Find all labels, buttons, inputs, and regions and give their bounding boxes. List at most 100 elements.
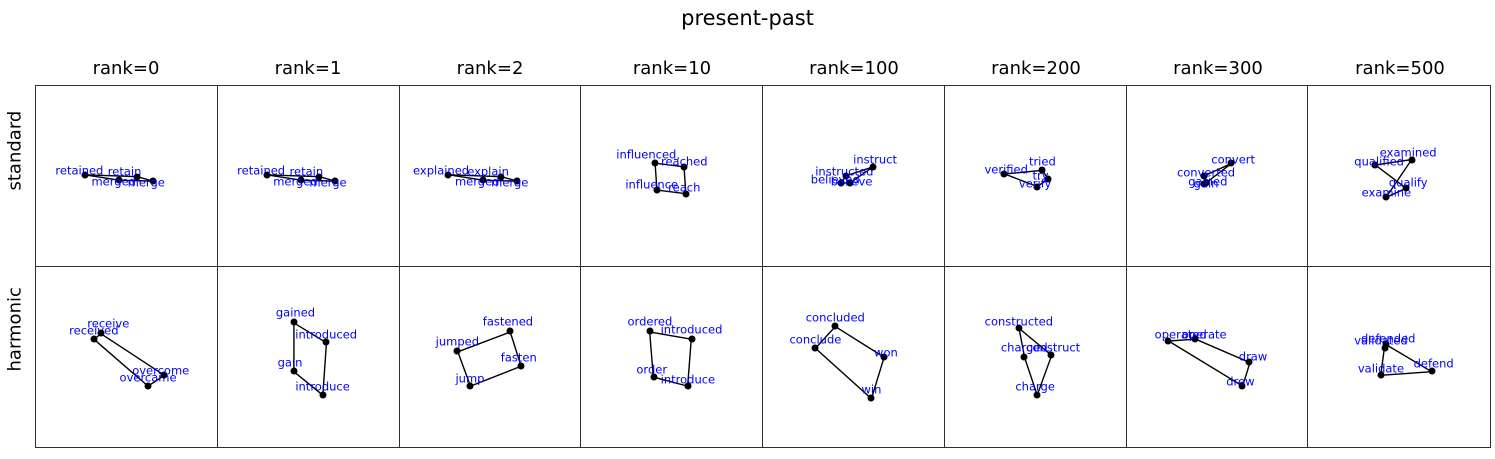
edge-lines xyxy=(581,86,762,266)
point-label-fasten: fasten xyxy=(500,349,537,364)
point-label-try: try xyxy=(1032,168,1049,182)
point-label-constructed: constructed xyxy=(984,313,1054,328)
point-label-merged: merged xyxy=(454,174,500,189)
facet-column-header-1: rank=1 xyxy=(274,58,342,79)
facet-cell-standard-rank-0: retained retain merged merge xyxy=(36,86,218,267)
facet-cell-standard-rank-2: explained explain merged merge xyxy=(399,86,582,267)
facet-cell-harmonic-rank-1: gained gain introduced introduce xyxy=(218,266,400,448)
data-point-retained xyxy=(263,171,271,179)
data-point-order xyxy=(650,373,658,381)
data-point-drew xyxy=(1238,382,1246,390)
data-point-explained xyxy=(444,171,452,179)
facet-column-header-7: rank=500 xyxy=(1355,58,1445,79)
data-point-reach xyxy=(682,190,690,198)
edge-lines xyxy=(218,267,399,448)
data-point-ordered xyxy=(646,327,654,335)
point-label-retained: retained xyxy=(237,163,286,178)
point-label-gain: gain xyxy=(1193,176,1219,191)
data-point-operated xyxy=(1164,337,1172,344)
data-point-operate xyxy=(1191,335,1199,343)
point-label-instructed: instructed xyxy=(815,164,874,179)
data-point-instruct xyxy=(869,163,877,171)
point-label-validate: validate xyxy=(1357,361,1405,376)
point-label-merged: merged xyxy=(91,174,136,189)
data-point-converted xyxy=(1200,172,1208,180)
facet-cell-harmonic-rank-10: ordered order introduced introduce xyxy=(581,266,763,447)
point-label-examined: examined xyxy=(1379,145,1437,160)
point-label-retain: retain xyxy=(289,164,324,179)
edge-lines xyxy=(1308,267,1490,448)
data-point-merge xyxy=(149,177,157,185)
data-point-merged xyxy=(297,176,305,184)
data-point-gain xyxy=(290,367,298,375)
point-label-believed: believed xyxy=(810,172,860,187)
point-label-ordered: ordered xyxy=(627,313,673,328)
data-point-conclude xyxy=(811,344,819,352)
data-point-explain xyxy=(497,173,505,181)
data-point-instructed xyxy=(842,172,850,180)
point-label-convert: convert xyxy=(1211,151,1256,166)
figure-title: present-past xyxy=(681,6,814,30)
point-label-merge: merge xyxy=(491,175,529,190)
point-label-conclude: conclude xyxy=(789,331,842,346)
data-point-concluded xyxy=(831,322,839,330)
data-point-retained xyxy=(81,171,89,179)
data-point-construct xyxy=(1047,351,1055,359)
point-label-gained: gained xyxy=(275,304,316,319)
facet-cell-harmonic-rank-100: concluded conclude won win xyxy=(763,266,945,448)
data-point-qualified xyxy=(1371,161,1379,169)
facet-cell-harmonic-rank-0: received receive overcame overcome xyxy=(36,266,218,448)
data-point-win xyxy=(867,394,875,402)
facet-column-header-2: rank=2 xyxy=(456,58,524,79)
edge-lines xyxy=(36,267,217,448)
facet-cell-standard-rank-100: instructed instruct believed believe xyxy=(763,86,945,267)
edge-lines xyxy=(763,267,944,448)
point-label-verified: verified xyxy=(984,162,1028,177)
point-label-retain: retain xyxy=(107,164,142,179)
point-label-introduce: introduce xyxy=(295,379,350,394)
facet-cell-harmonic-rank-300: operated operate drew draw xyxy=(1127,266,1309,447)
point-label-reached: reached xyxy=(660,154,708,169)
data-point-validate xyxy=(1377,371,1385,379)
facet-column-header-5: rank=200 xyxy=(991,58,1081,79)
point-label-influence: influence xyxy=(625,176,679,191)
row-label-standard: standard xyxy=(4,110,26,191)
column-headers: rank=0 rank=1 rank=2 rank=10 rank=100 rank=20… xyxy=(35,58,1491,82)
data-point-introduced xyxy=(322,338,330,346)
point-label-order: order xyxy=(636,362,668,377)
data-point-draw xyxy=(1245,358,1253,366)
data-point-overcome xyxy=(160,371,168,379)
point-label-defend: defend xyxy=(1413,356,1454,371)
data-point-charge xyxy=(1033,391,1041,399)
point-label-jump: jump xyxy=(455,371,485,386)
facet-cell-standard-rank-1: retained retain merged merge xyxy=(217,86,400,267)
point-label-explain: explain xyxy=(467,164,509,179)
data-point-defended xyxy=(1382,340,1390,348)
facet-cell-standard-rank-500: examined examine qualified qualify xyxy=(1308,86,1490,267)
data-point-try xyxy=(1044,175,1052,183)
point-label-operate: operate xyxy=(1181,327,1227,342)
point-label-instruct: instruct xyxy=(853,151,897,166)
data-point-verified xyxy=(1000,170,1008,178)
data-point-introduced xyxy=(688,335,695,343)
facet-cell-standard-rank-200: tried try verified verify xyxy=(944,86,1127,267)
point-label-draw: draw xyxy=(1238,349,1268,363)
point-label-charged: charged xyxy=(1000,339,1048,354)
data-point-fasten xyxy=(517,362,525,370)
facet-cell-harmonic-rank-500: validated validate defended defend xyxy=(1308,267,1490,448)
data-point-retain xyxy=(315,173,323,181)
point-label-believe: believe xyxy=(830,174,873,189)
data-point-validated xyxy=(1381,344,1389,352)
facet-column-header-3: rank=10 xyxy=(632,58,712,79)
data-point-merged xyxy=(115,176,123,184)
point-label-charge: charge xyxy=(1015,379,1055,394)
point-label-verify: verify xyxy=(1018,176,1052,191)
data-point-won xyxy=(880,353,888,361)
data-point-believed xyxy=(837,179,845,187)
point-label-introduce: introduce xyxy=(660,372,716,387)
facet-cell-standard-rank-300: converted convert gained gain xyxy=(1126,86,1309,267)
data-point-retain xyxy=(133,173,141,181)
edge-lines xyxy=(945,267,1126,448)
point-label-construct: construct xyxy=(1026,339,1081,354)
